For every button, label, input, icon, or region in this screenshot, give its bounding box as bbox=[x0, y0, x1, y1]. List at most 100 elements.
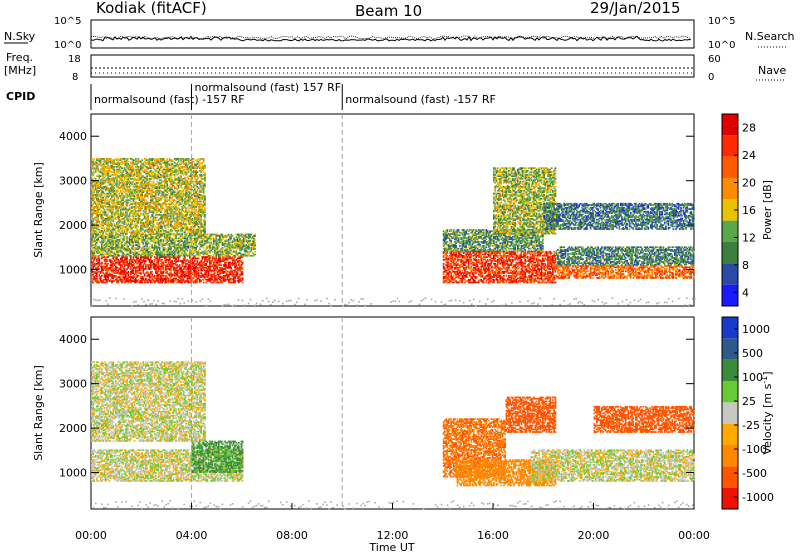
heatmap-cell bbox=[190, 262, 192, 265]
heatmap-cell bbox=[133, 273, 136, 276]
heatmap-cell bbox=[137, 158, 140, 160]
heatmap-cell bbox=[145, 256, 147, 258]
heatmap-cell bbox=[155, 265, 157, 268]
heatmap-cell bbox=[123, 258, 126, 261]
heatmap-cell bbox=[170, 268, 172, 270]
heatmap-cell bbox=[119, 265, 122, 268]
ground-scatter-cell bbox=[408, 301, 411, 304]
heatmap-cell bbox=[226, 257, 229, 260]
heatmap-cell bbox=[97, 167, 99, 169]
heatmap-cell bbox=[162, 274, 165, 277]
ground-scatter-cell bbox=[241, 299, 244, 302]
ground-scatter-cell bbox=[665, 301, 668, 304]
heatmap-cell bbox=[227, 262, 230, 265]
heatmap-cell bbox=[121, 281, 123, 284]
beam-title: Beam 10 bbox=[355, 2, 422, 20]
ground-scatter-cell bbox=[601, 301, 604, 303]
heatmap-cell bbox=[133, 265, 136, 268]
heatmap-cell bbox=[182, 270, 185, 273]
heatmap-cell bbox=[250, 233, 253, 236]
heatmap-cell bbox=[98, 268, 101, 270]
heatmap-cell bbox=[128, 258, 131, 261]
heatmap-cell bbox=[229, 265, 231, 268]
heatmap-cell bbox=[148, 268, 151, 270]
heatmap-cell bbox=[133, 260, 136, 262]
heatmap-cell bbox=[178, 272, 181, 274]
heatmap-cell bbox=[129, 268, 132, 270]
heatmap-cell bbox=[241, 281, 244, 284]
nave-tick-bottom: 0 bbox=[708, 72, 714, 83]
heatmap-cell bbox=[143, 260, 146, 262]
heatmap-cell bbox=[221, 257, 224, 260]
heatmap-cell bbox=[104, 273, 107, 276]
ground-scatter-cell bbox=[633, 299, 636, 301]
heatmap-cell bbox=[210, 278, 212, 281]
heatmap-cell bbox=[142, 257, 145, 260]
heatmap-cell bbox=[205, 281, 207, 284]
heatmap-cell bbox=[209, 278, 211, 281]
heatmap-cell bbox=[133, 262, 136, 265]
heatmap-cell bbox=[121, 270, 123, 273]
heatmap-cell bbox=[233, 269, 235, 272]
heatmap-cell bbox=[108, 280, 111, 282]
heatmap-cell bbox=[124, 281, 127, 284]
heatmap-cell bbox=[157, 257, 160, 260]
heatmap-cell bbox=[171, 274, 174, 277]
heatmap-cell bbox=[176, 256, 179, 258]
heatmap-cell bbox=[131, 264, 133, 266]
heatmap-cell bbox=[216, 265, 219, 268]
heatmap-cell bbox=[216, 260, 219, 262]
heatmap-cell bbox=[132, 268, 135, 270]
heatmap-cell bbox=[222, 265, 225, 268]
heatmap-cell bbox=[210, 261, 212, 264]
ground-scatter-cell bbox=[223, 304, 226, 306]
heatmap-cell bbox=[201, 257, 204, 260]
heatmap-cell bbox=[209, 268, 211, 270]
heatmap-cell bbox=[215, 269, 218, 272]
heatmap-cell bbox=[201, 274, 204, 277]
heatmap-cell bbox=[186, 270, 189, 273]
heatmap-cell bbox=[222, 274, 225, 277]
heatmap-cell bbox=[126, 236, 128, 238]
heatmap-cell bbox=[135, 260, 137, 262]
heatmap-cell bbox=[225, 265, 228, 268]
heatmap-cell bbox=[216, 280, 219, 282]
heatmap-cell bbox=[214, 264, 216, 266]
heatmap-cell bbox=[171, 262, 174, 265]
heatmap-cell bbox=[142, 268, 145, 270]
heatmap-cell bbox=[222, 272, 225, 274]
heatmap-cell bbox=[140, 262, 142, 265]
heatmap-cell bbox=[97, 256, 99, 258]
heatmap-cell bbox=[222, 258, 225, 261]
ground-scatter-cell bbox=[153, 299, 155, 302]
heatmap-cell bbox=[170, 256, 172, 258]
heatmap-cell bbox=[102, 265, 104, 268]
heatmap-cell bbox=[91, 274, 93, 277]
heatmap-cell bbox=[222, 276, 225, 278]
heatmap-cell bbox=[162, 262, 165, 265]
heatmap-cell bbox=[219, 258, 221, 261]
heatmap-cell bbox=[230, 278, 233, 281]
heatmap-cell bbox=[119, 278, 122, 281]
heatmap-cell bbox=[194, 274, 196, 277]
heatmap-cell bbox=[98, 220, 101, 223]
heatmap-cell bbox=[152, 280, 155, 282]
freq-label-1: Freq. bbox=[6, 51, 33, 64]
heatmap-cell bbox=[167, 260, 170, 262]
ground-scatter-cell bbox=[472, 298, 475, 301]
heatmap-cell bbox=[201, 278, 204, 281]
heatmap-cell bbox=[178, 277, 181, 280]
heatmap-cell bbox=[126, 261, 128, 264]
heatmap-cell bbox=[216, 261, 219, 264]
heatmap-cell bbox=[160, 265, 162, 268]
heatmap-cell bbox=[106, 273, 108, 276]
heatmap-cell bbox=[216, 270, 219, 273]
heatmap-cell bbox=[167, 273, 170, 276]
heatmap-cell bbox=[210, 269, 212, 272]
heatmap-cell bbox=[214, 276, 216, 278]
heatmap-cell bbox=[116, 280, 118, 282]
heatmap-cell bbox=[230, 281, 233, 284]
heatmap-cell bbox=[165, 265, 167, 268]
heatmap-cell bbox=[137, 281, 140, 284]
heatmap-cell bbox=[127, 274, 130, 277]
